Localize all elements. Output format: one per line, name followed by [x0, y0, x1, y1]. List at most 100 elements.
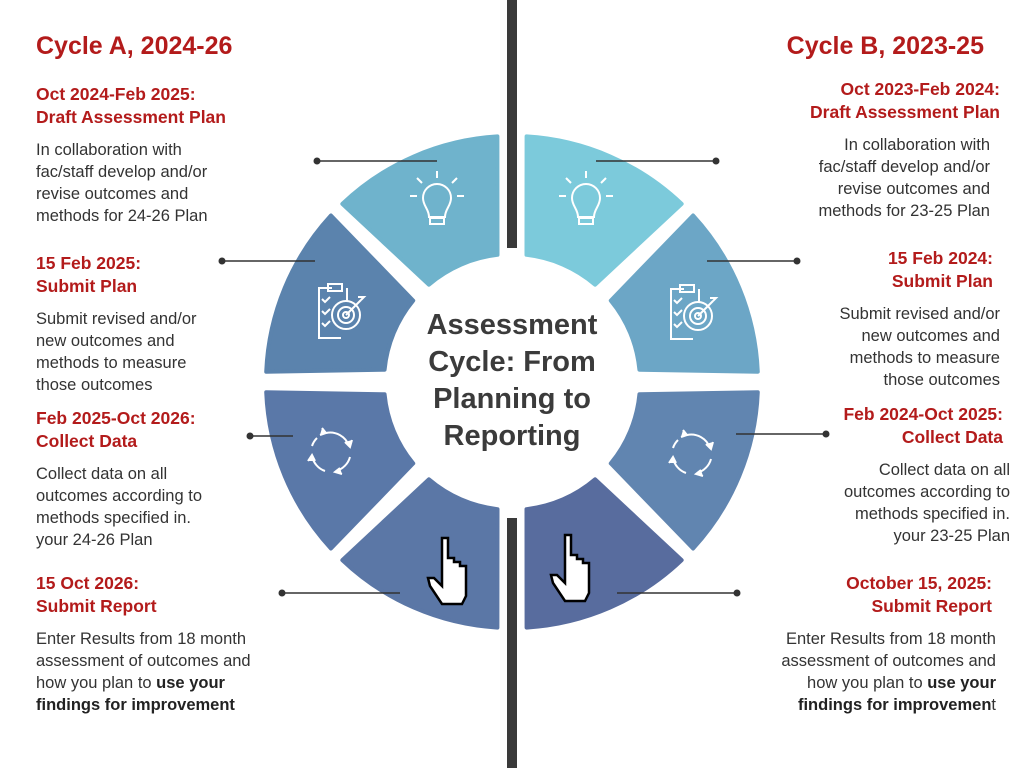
- cycle-b-step-4: October 15, 2025: Submit Report Enter Re…: [624, 572, 1024, 716]
- desc-line: Enter Results from 18 month: [36, 630, 247, 648]
- desc-line: In collaboration with: [36, 141, 182, 159]
- step-description: Collect data on all outcomes according to…: [36, 463, 336, 551]
- cycle-b-heading: Cycle B, 2023-25: [786, 32, 984, 60]
- desc-line: revise outcomes and: [36, 185, 189, 203]
- step-name: Draft Assessment Plan: [36, 107, 226, 127]
- desc-line: your 23-25 Plan: [893, 527, 1011, 545]
- desc-line: new outcomes and: [36, 332, 175, 350]
- step-title: Oct 2024-Feb 2025: Draft Assessment Plan: [36, 83, 336, 129]
- step-date: 15 Oct 2026:: [36, 573, 140, 593]
- step-name: Submit Report: [36, 596, 157, 616]
- step-description: Collect data on all outcomes according to…: [624, 459, 1010, 547]
- desc-line: fac/staff develop and/or: [818, 158, 990, 176]
- segment-a-draft: [340, 134, 500, 287]
- step-description: In collaboration with fac/staff develop a…: [36, 139, 336, 227]
- connector-dot: [712, 157, 720, 165]
- desc-line: methods specified in.: [36, 509, 192, 527]
- connector-dot: [733, 589, 741, 597]
- center-title-line: Assessment: [426, 309, 598, 341]
- step-date: 15 Feb 2025:: [36, 253, 142, 273]
- center-title-line: Planning to: [433, 383, 591, 415]
- lightbulb-icon: [410, 171, 464, 225]
- divider-bar: [507, 0, 517, 248]
- segment-b-draft: [524, 134, 684, 287]
- step-name: Collect Data: [36, 431, 138, 451]
- connector-dot: [313, 157, 321, 165]
- connector-dot: [822, 430, 830, 438]
- step-title: 15 Feb 2025: Submit Plan: [36, 252, 336, 298]
- connector-dot: [218, 257, 226, 265]
- cycle-b-step-3: Feb 2024-Oct 2025: Collect Data Collect …: [624, 403, 1024, 547]
- center-title-line: Reporting: [443, 420, 581, 452]
- step-title: Feb 2025-Oct 2026: Collect Data: [36, 407, 336, 453]
- cycle-a-step-3: Feb 2025-Oct 2026: Collect Data Collect …: [36, 407, 336, 551]
- step-title: Oct 2023-Feb 2024: Draft Assessment Plan: [624, 78, 1000, 124]
- step-description: In collaboration with fac/staff develop a…: [624, 134, 990, 222]
- desc-line: methods specified in.: [854, 505, 1010, 523]
- desc-line: assessment of outcomes and: [36, 652, 251, 670]
- step-name: Draft Assessment Plan: [810, 102, 1000, 122]
- desc-line: fac/staff develop and/or: [36, 163, 208, 181]
- cycle-arrows-icon: [668, 429, 714, 477]
- clipboard-target-icon: [670, 284, 719, 340]
- cycle-b-step-2: 15 Feb 2024: Submit Plan Submit revised …: [624, 247, 1024, 391]
- cycle-a-step-4: 15 Oct 2026: Submit Report Enter Results…: [36, 572, 336, 716]
- cycle-b-step-1: Oct 2023-Feb 2024: Draft Assessment Plan…: [624, 78, 1024, 222]
- connector-dot: [246, 432, 254, 440]
- desc-bold: use your: [927, 674, 996, 692]
- desc-line: methods for 24-26 Plan: [36, 207, 208, 225]
- desc-line: methods for 23-25 Plan: [818, 202, 990, 220]
- step-description: Submit revised and/or new outcomes and met…: [36, 308, 336, 396]
- cycle-arrows-icon: [307, 427, 353, 475]
- step-title: 15 Feb 2024: Submit Plan: [624, 247, 993, 293]
- step-name: Collect Data: [901, 427, 1003, 447]
- desc-line: Collect data on all: [878, 461, 1010, 479]
- step-date: Oct 2023-Feb 2024:: [840, 79, 1000, 99]
- clipboard-target-icon: [318, 283, 367, 339]
- desc-line: assessment of outcomes and: [781, 652, 996, 670]
- step-name: Submit Plan: [36, 276, 138, 296]
- step-date: Oct 2024-Feb 2025:: [36, 84, 196, 104]
- segment-b-submit-plan: [608, 213, 760, 374]
- desc-line: Collect data on all: [36, 465, 168, 483]
- step-name: Submit Report: [871, 596, 992, 616]
- step-date: 15 Feb 2024:: [887, 248, 993, 268]
- desc-line: how you plan to: [807, 674, 928, 692]
- cycle-a-step-2: 15 Feb 2025: Submit Plan Submit revised …: [36, 252, 336, 396]
- desc-bold: use your: [156, 674, 225, 692]
- cycle-a-step-1: Oct 2024-Feb 2025: Draft Assessment Plan…: [36, 83, 336, 227]
- divider-bar: [507, 518, 517, 768]
- step-name: Submit Plan: [891, 271, 993, 291]
- desc-line: Submit revised and/or: [36, 310, 197, 328]
- desc-line: In collaboration with: [844, 136, 990, 154]
- desc-line: Submit revised and/or: [839, 305, 1001, 323]
- center-title-line: Cycle: From: [428, 346, 596, 378]
- step-date: Feb 2024-Oct 2025:: [843, 404, 1003, 424]
- connector-dot: [793, 257, 801, 265]
- step-title: October 15, 2025: Submit Report: [624, 572, 992, 618]
- desc-line: your 24-26 Plan: [36, 531, 153, 549]
- desc-line: those outcomes: [36, 376, 153, 394]
- desc-line: Enter Results from 18 month: [785, 630, 996, 648]
- connector-dot: [278, 589, 286, 597]
- step-date: October 15, 2025:: [846, 573, 992, 593]
- desc-bold: findings for improvement: [36, 696, 235, 714]
- desc-line: new outcomes and: [861, 327, 1000, 345]
- hand-pointer-icon: [426, 536, 468, 606]
- hand-pointer-icon: [549, 533, 591, 603]
- lightbulb-icon: [559, 171, 613, 225]
- segment-b-collect: [608, 390, 760, 551]
- desc-line: methods to measure: [849, 349, 1000, 367]
- desc-line: methods to measure: [36, 354, 187, 372]
- step-description: Submit revised and/or new outcomes and met…: [624, 303, 1001, 391]
- desc-line: how you plan to: [36, 674, 157, 692]
- step-description: Enter Results from 18 month assessment of…: [624, 628, 996, 716]
- segment-a-submit-plan: [264, 213, 416, 374]
- desc-line: those outcomes: [883, 371, 1000, 389]
- desc-line: revise outcomes and: [837, 180, 990, 198]
- step-title: 15 Oct 2026: Submit Report: [36, 572, 336, 618]
- cycle-a-heading: Cycle A, 2024-26: [36, 32, 233, 60]
- step-title: Feb 2024-Oct 2025: Collect Data: [624, 403, 1003, 449]
- desc-tail: t: [991, 696, 996, 714]
